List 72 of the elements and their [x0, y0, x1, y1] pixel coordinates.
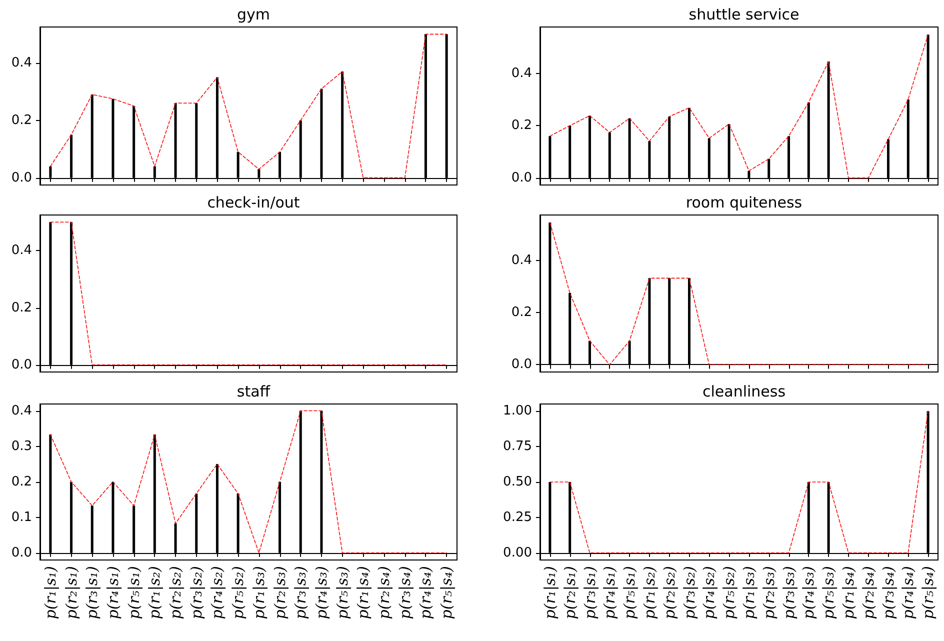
x-tick-label: p(r₁|s₂) [146, 566, 164, 620]
x-tick-label: p(r₃|s₂) [680, 566, 698, 620]
x-tick-label: p(r₂|s₂) [660, 566, 678, 620]
x-tick-label: p(r₂|s₁) [560, 566, 579, 620]
x-tick-label: p(r₅|s₄) [919, 566, 938, 620]
x-tick-label: p(r₅|s₄) [438, 566, 456, 620]
y-tick-label: 0.75 [503, 439, 532, 454]
x-tick-label: p(r₄|s₄) [899, 566, 918, 620]
chart-title: staff [236, 382, 271, 400]
x-tick-label: p(r₄|s₁) [600, 566, 619, 620]
x-tick-label: p(r₄|s₃) [312, 566, 330, 620]
y-tick-label: 0.25 [503, 510, 532, 525]
x-tick-label: p(r₂|s₄) [375, 566, 394, 620]
y-tick-label: 0.0 [511, 170, 532, 186]
x-tick-label: p(r₅|s₁) [124, 566, 143, 620]
x-tick-label: p(r₂|s₃) [270, 566, 289, 620]
x-tick-label: p(r₅|s₂) [229, 566, 248, 620]
x-tick-label: p(r₄|s₄) [416, 566, 435, 620]
x-tick-label: p(r₅|s₃) [820, 566, 838, 620]
y-tick-label: 0.50 [503, 474, 532, 490]
y-tick-label: 0.00 [503, 545, 532, 560]
x-tick-label: p(r₁|s₄) [839, 566, 858, 620]
x-tick-label: p(r₁|s₃) [740, 566, 758, 620]
y-tick-label: 0.2 [11, 474, 32, 490]
x-tick-label: p(r₂|s₄) [859, 566, 878, 620]
x-tick-label: p(r₃|s₃) [780, 566, 798, 620]
chart-title: room quiteness [686, 194, 802, 212]
y-tick-label: 0.1 [11, 510, 32, 525]
x-tick-label: p(r₃|s₄) [396, 566, 414, 620]
y-tick-label: 0.4 [511, 66, 532, 81]
y-tick-label: 0.4 [11, 243, 32, 258]
x-tick-label: p(r₂|s₃) [760, 566, 778, 620]
x-tick-label: p(r₁|s₁) [41, 566, 60, 620]
y-tick-label: 0.0 [511, 357, 532, 372]
x-tick-label: p(r₁|s₁) [540, 566, 559, 620]
x-tick-label: p(r₄|s₂) [700, 566, 718, 620]
y-tick-label: 0.0 [11, 170, 32, 186]
x-tick-label: p(r₁|s₄) [354, 566, 372, 620]
x-tick-label: p(r₅|s₂) [720, 566, 738, 620]
x-tick-label: p(r₅|s₃) [333, 566, 352, 620]
y-tick-label: 0.2 [11, 300, 32, 316]
y-tick-label: 1.00 [503, 404, 532, 419]
chart-title: shuttle service [688, 6, 800, 24]
x-tick-label: p(r₄|s₁) [104, 566, 122, 620]
line-series [550, 222, 928, 366]
y-tick-label: 0.0 [11, 357, 32, 372]
y-tick-label: 0.2 [11, 112, 32, 128]
y-tick-label: 0.0 [11, 545, 32, 560]
x-tick-label: p(r₃|s₂) [187, 566, 206, 620]
x-tick-label: p(r₂|s₂) [166, 566, 185, 620]
y-tick-label: 0.3 [11, 438, 32, 454]
chart-title: check-in/out [207, 194, 300, 212]
y-tick-label: 0.4 [511, 253, 532, 268]
x-tick-label: p(r₃|s₁) [580, 566, 599, 620]
y-tick-label: 0.4 [11, 403, 32, 418]
x-tick-label: p(r₁|s₂) [640, 566, 658, 620]
y-tick-label: 0.4 [11, 55, 32, 70]
line-series [50, 34, 447, 178]
y-tick-label: 0.2 [511, 305, 532, 320]
x-tick-label: p(r₃|s₁) [83, 566, 102, 620]
y-tick-label: 0.2 [511, 118, 532, 134]
chart-title: gym [236, 6, 270, 24]
x-tick-label: p(r₄|s₂) [208, 566, 226, 620]
line-series [550, 34, 928, 178]
x-tick-label: p(r₂|s₁) [62, 566, 80, 620]
chart-title: cleanliness [702, 382, 786, 400]
x-tick-label: p(r₃|s₃) [292, 566, 310, 620]
x-tick-label: p(r₄|s₃) [800, 566, 818, 620]
x-tick-label: p(r₃|s₄) [879, 566, 898, 620]
x-tick-label: p(r₁|s₃) [250, 566, 268, 620]
line-series [50, 410, 447, 554]
x-tick-label: p(r₅|s₁) [620, 566, 639, 620]
